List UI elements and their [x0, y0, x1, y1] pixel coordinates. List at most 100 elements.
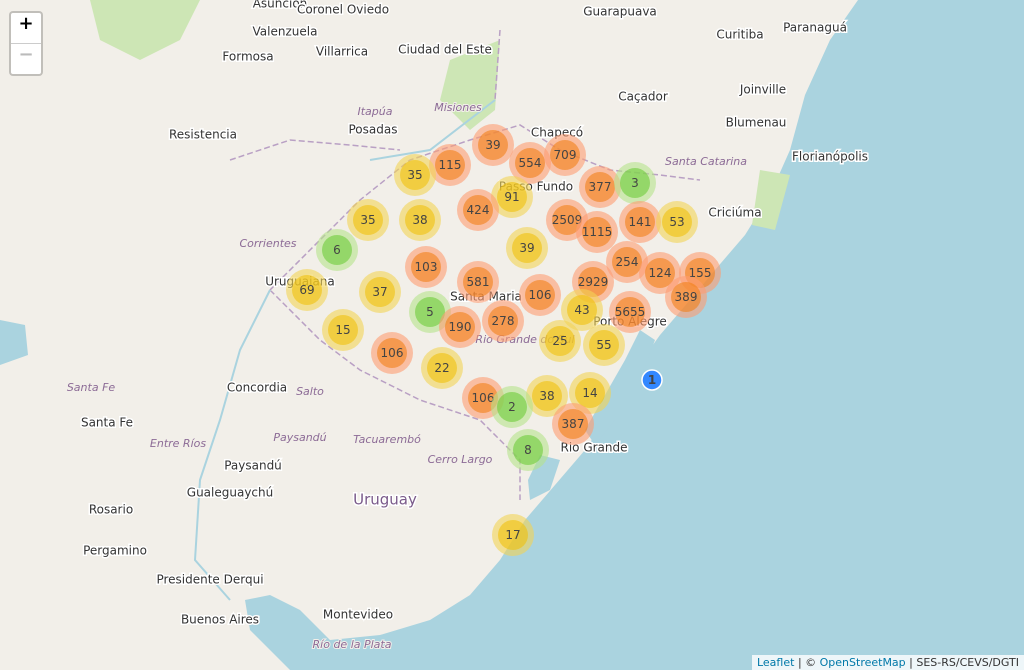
cluster-marker[interactable]: 69: [286, 269, 328, 311]
cluster-marker[interactable]: 17: [492, 514, 534, 556]
place-label: Paysandú: [224, 459, 282, 473]
cluster-core: [463, 267, 493, 297]
cluster-count: 35: [360, 213, 375, 227]
cluster-marker[interactable]: 106: [371, 332, 413, 374]
cluster-core: [513, 435, 543, 465]
cluster-marker[interactable]: 709: [544, 134, 586, 176]
cluster-marker[interactable]: 2: [491, 386, 533, 428]
cluster-marker[interactable]: 190: [439, 306, 481, 348]
place-label: Presidente Derqui: [156, 573, 263, 587]
cluster-core: [292, 275, 322, 305]
osm-link[interactable]: OpenStreetMap: [819, 656, 906, 669]
cluster-marker[interactable]: 43: [561, 289, 603, 331]
place-label: Tacuarembó: [353, 433, 421, 446]
zoom-control[interactable]: + −: [9, 11, 43, 76]
cluster-marker[interactable]: 554: [509, 142, 551, 184]
cluster-core: [515, 148, 545, 178]
cluster-marker[interactable]: 35: [347, 199, 389, 241]
cluster-marker[interactable]: 53: [656, 201, 698, 243]
cluster-marker[interactable]: 8: [507, 429, 549, 471]
cluster-core: [671, 282, 701, 312]
cluster-core: [463, 195, 493, 225]
place-label: Río de la Plata: [313, 638, 392, 651]
cluster-count: 2509: [552, 213, 583, 227]
place-label: Corrientes: [239, 237, 296, 250]
cluster-count: 115: [439, 158, 462, 172]
cluster-count: 53: [669, 215, 684, 229]
cluster-count: 106: [529, 288, 552, 302]
place-label: Itapúa: [358, 105, 393, 118]
cluster-count: 14: [582, 386, 597, 400]
cluster-core: [625, 207, 655, 237]
cluster-count: 35: [407, 168, 422, 182]
cluster-count: 25: [552, 334, 567, 348]
cluster-core: [589, 330, 619, 360]
cluster-marker[interactable]: 1: [641, 369, 663, 391]
cluster-count: 581: [467, 275, 490, 289]
cluster-marker[interactable]: 38: [526, 375, 568, 417]
place-label: Entre Ríos: [150, 437, 206, 450]
cluster-count: 37: [372, 285, 387, 299]
cluster-count: 1115: [582, 225, 613, 239]
cluster-count: 17: [505, 528, 520, 542]
cluster-core: [488, 306, 518, 336]
place-label: Caçador: [618, 90, 668, 104]
leaflet-link[interactable]: Leaflet: [756, 656, 795, 669]
place-label: Coronel Oviedo: [297, 3, 389, 17]
cluster-marker[interactable]: 106: [519, 274, 561, 316]
cluster-marker[interactable]: 141: [619, 201, 661, 243]
place-label: Villarrica: [316, 45, 368, 59]
cluster-core: [328, 315, 358, 345]
cluster-count: 424: [467, 203, 490, 217]
place-label: Santa Fe: [81, 416, 133, 430]
cluster-marker[interactable]: 39: [472, 124, 514, 166]
green-area: [90, 0, 790, 230]
cluster-marker[interactable]: 581: [457, 261, 499, 303]
cluster-count: 554: [519, 156, 542, 170]
cluster-marker[interactable]: 424: [457, 189, 499, 231]
cluster-marker[interactable]: 3: [614, 162, 656, 204]
cluster-marker[interactable]: 5655: [609, 291, 651, 333]
cluster-marker[interactable]: 38: [399, 199, 441, 241]
cluster-marker[interactable]: 55: [583, 324, 625, 366]
place-label: Montevideo: [323, 608, 393, 622]
cluster-marker[interactable]: 387: [552, 403, 594, 445]
cluster-marker[interactable]: 37: [359, 271, 401, 313]
place-label: Misiones: [434, 101, 482, 114]
cluster-marker[interactable]: 22: [421, 347, 463, 389]
cluster-count: 39: [485, 138, 500, 152]
cluster-marker[interactable]: 6: [316, 229, 358, 271]
zoom-in[interactable]: +: [18, 13, 34, 34]
cluster-count: 387: [562, 417, 585, 431]
cluster-core: [645, 258, 675, 288]
cluster-core: [377, 338, 407, 368]
cluster-core: [550, 140, 580, 170]
cluster-marker[interactable]: 103: [405, 246, 447, 288]
cluster-marker[interactable]: 254: [606, 241, 648, 283]
lake: [0, 320, 28, 365]
cluster-marker[interactable]: 15: [322, 309, 364, 351]
cluster-marker[interactable]: 389: [665, 276, 707, 318]
cluster-marker[interactable]: 278: [482, 300, 524, 342]
cluster-core: [415, 297, 445, 327]
cluster-core: [445, 312, 475, 342]
cluster-count: 5: [426, 305, 434, 319]
cluster-count: 190: [449, 320, 472, 334]
cluster-count: 709: [554, 148, 577, 162]
cluster-marker[interactable]: 14: [569, 372, 611, 414]
cluster-marker[interactable]: 377: [579, 166, 621, 208]
cluster-core: [585, 172, 615, 202]
cluster-marker[interactable]: 1115: [576, 211, 618, 253]
zoom-out[interactable]: −: [11, 43, 41, 74]
cluster-marker[interactable]: 115: [429, 144, 471, 186]
cluster-count: 38: [412, 213, 427, 227]
cluster-marker[interactable]: 91: [491, 176, 533, 218]
cluster-marker[interactable]: 25: [539, 320, 581, 362]
cluster-core: [427, 353, 457, 383]
place-label: Formosa: [222, 50, 273, 64]
place-label: Gualeguaychú: [187, 486, 273, 500]
cluster-marker[interactable]: 35: [394, 154, 436, 196]
cluster-marker[interactable]: 39: [506, 227, 548, 269]
place-label: Paranaguá: [783, 21, 847, 35]
